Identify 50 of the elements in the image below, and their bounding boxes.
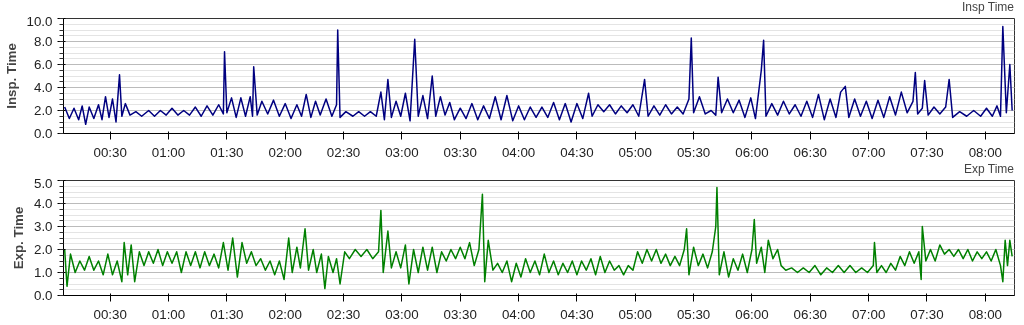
x-tick-label: 01:00 — [151, 306, 186, 322]
x-tick-label: 06:30 — [793, 144, 827, 160]
y-tick-label: 3.0 — [33, 219, 53, 234]
x-tick-label: 07:30 — [910, 144, 944, 160]
x-tick-label: 01:30 — [210, 306, 244, 322]
x-tick-label: 03:30 — [443, 144, 477, 160]
x-tick-label: 02:00 — [268, 306, 302, 322]
x-tick-label: 02:30 — [326, 144, 361, 160]
y-tick-label: 5.0 — [33, 175, 53, 191]
x-tick-label: 04:30 — [560, 306, 594, 322]
y-tick-label: 2.0 — [33, 242, 53, 257]
y-tick-label: 6.0 — [33, 57, 53, 72]
x-tick-label: 07:00 — [851, 306, 886, 322]
y-tick-label: 0.0 — [33, 126, 53, 141]
x-tick-label: 00:30 — [93, 144, 127, 160]
x-tick-label: 04:30 — [560, 144, 594, 160]
x-tick-label: 03:00 — [385, 306, 419, 322]
y-tick-label: 1.0 — [33, 265, 53, 280]
x-tick-label: 01:00 — [151, 144, 186, 160]
x-tick-label: 04:00 — [501, 144, 536, 160]
y-tick-label: 10.0 — [26, 13, 53, 29]
x-tick-label: 02:30 — [326, 306, 361, 322]
y-tick-label: 8.0 — [33, 34, 53, 49]
x-tick-label: 07:30 — [910, 306, 944, 322]
line-series — [63, 186, 1013, 290]
x-tick-label: 01:30 — [210, 144, 244, 160]
x-tick-label: 08:00 — [968, 144, 1003, 160]
x-tick-label: 05:00 — [618, 144, 652, 160]
x-tick-label: 04:00 — [501, 306, 536, 322]
x-tick-label: 05:00 — [618, 306, 652, 322]
x-tick-label: 06:30 — [793, 306, 827, 322]
y-tick-label: 0.0 — [33, 288, 53, 303]
x-tick-label: 00:30 — [93, 306, 127, 322]
y-axis-title: Insp. Time — [3, 43, 19, 109]
x-tick-label: 06:00 — [735, 306, 769, 322]
line-series — [63, 25, 1013, 126]
x-tick-label: 07:00 — [851, 144, 886, 160]
x-tick-label: 08:00 — [968, 306, 1003, 322]
x-tick-label: 06:00 — [735, 144, 769, 160]
series-label: Insp Time — [961, 0, 1014, 14]
y-tick-label: 4.0 — [33, 80, 53, 95]
x-tick-label: 05:30 — [676, 306, 711, 322]
y-tick-label: 2.0 — [33, 103, 53, 118]
x-tick-label: 03:00 — [385, 144, 419, 160]
y-axis-title: Exp. Time — [10, 206, 26, 270]
text: Exp Time — [963, 162, 1014, 176]
x-tick-label: 03:30 — [443, 306, 477, 322]
x-tick-label: 05:30 — [676, 144, 711, 160]
y-tick-label: 4.0 — [33, 196, 53, 211]
x-tick-label: 02:00 — [268, 144, 302, 160]
